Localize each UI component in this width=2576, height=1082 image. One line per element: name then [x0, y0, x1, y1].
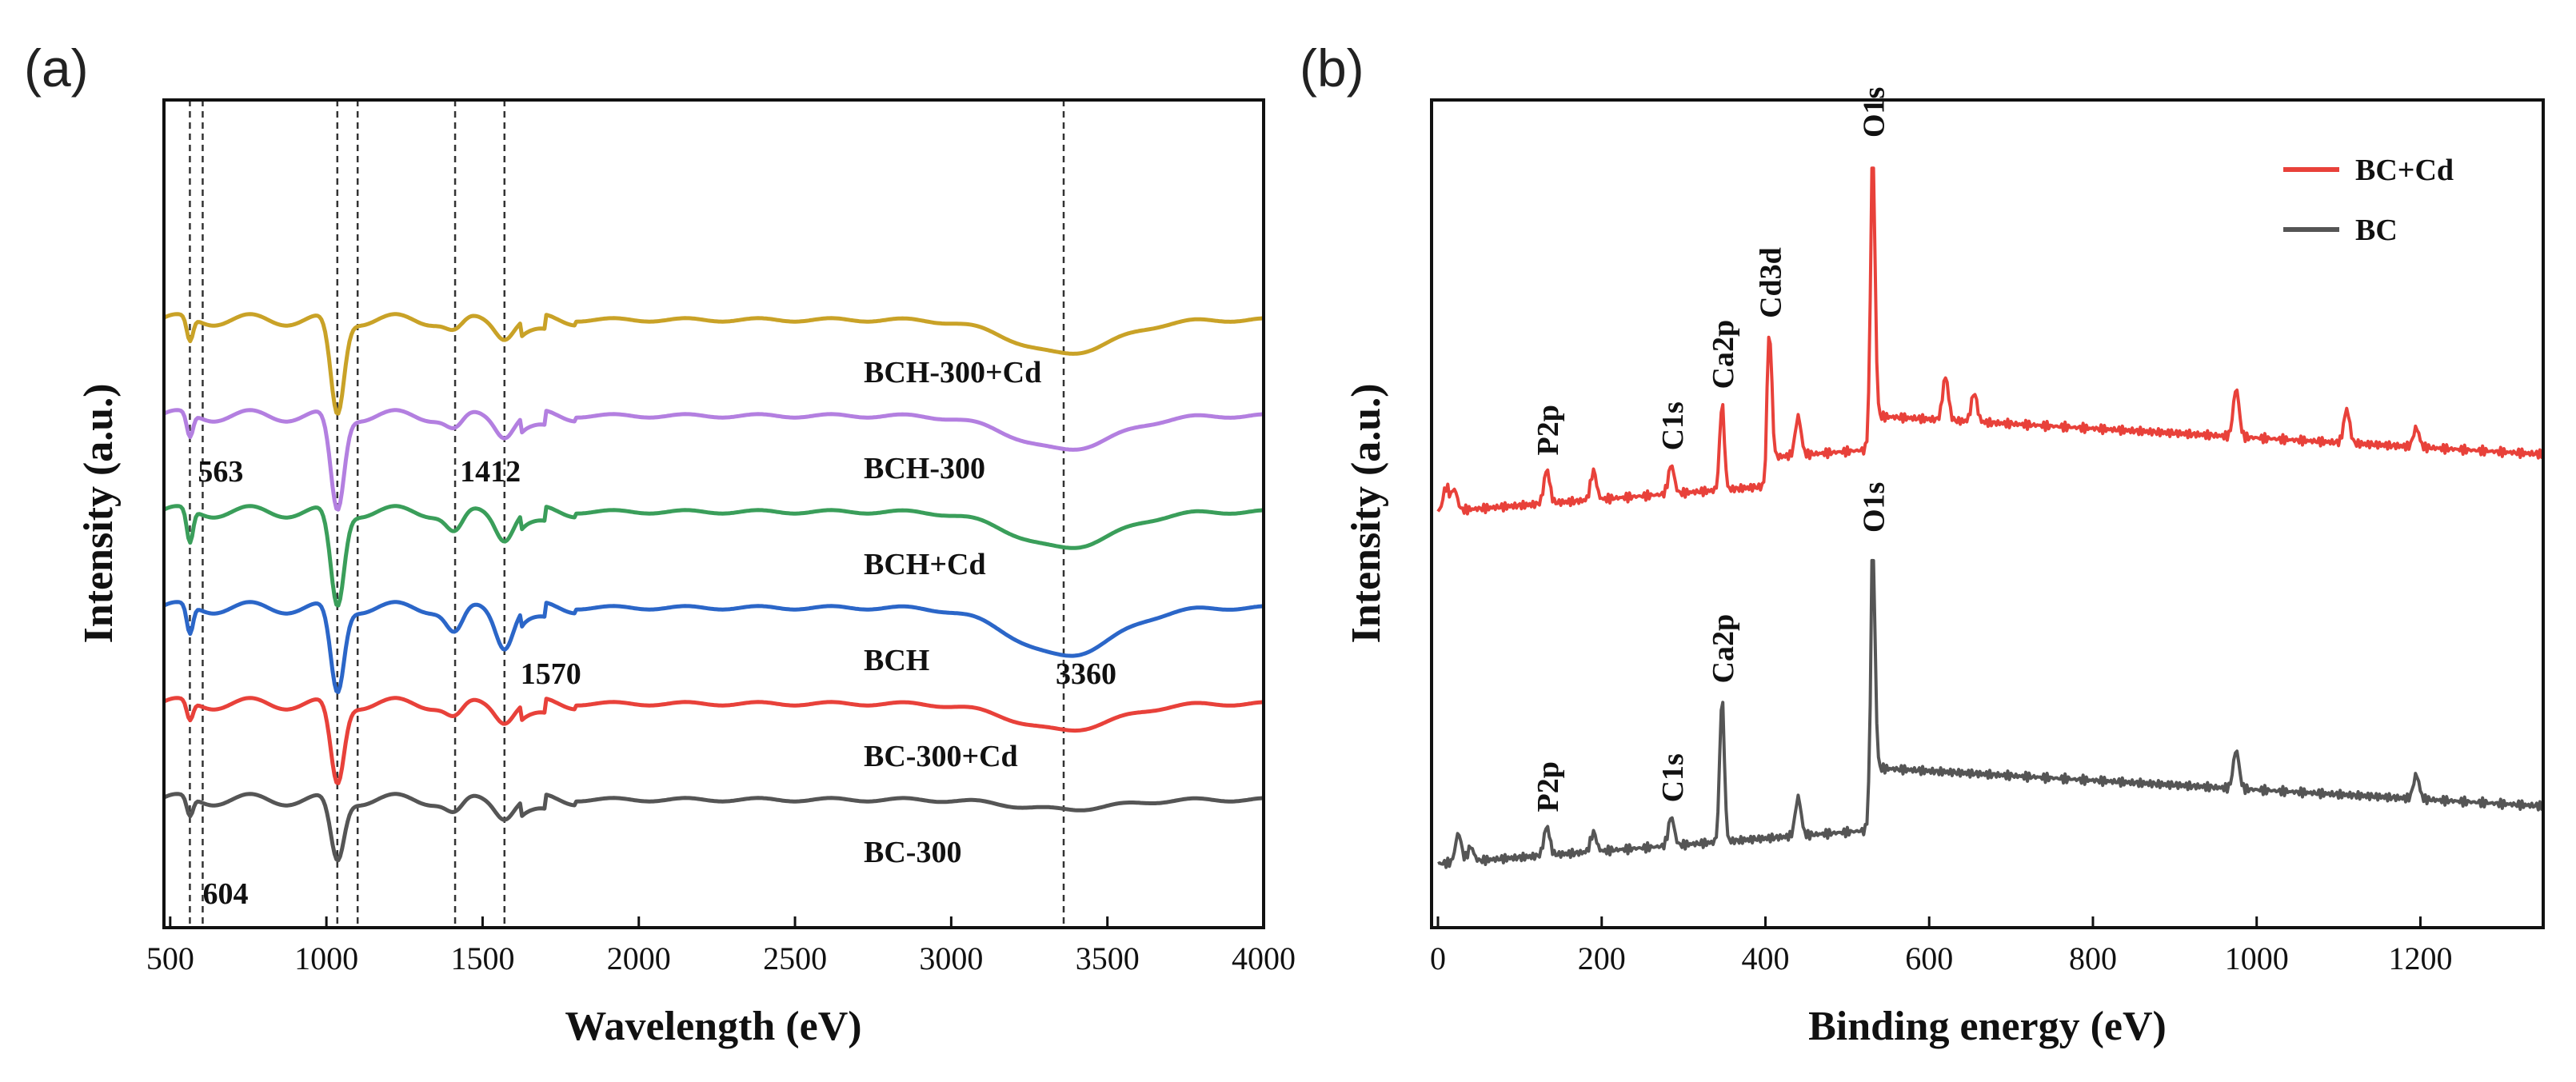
series-line-bc	[1437, 558, 2545, 869]
peak-label-3360: 3360	[1056, 657, 1116, 691]
x-tick-label-3500: 3500	[1076, 940, 1140, 976]
panel-b-label: (b)	[1300, 38, 1364, 98]
panel-a-chart: (a) 500 1000 1500 2000 2500 3000 3500 4000 BCH-…	[24, 38, 1296, 1049]
panel-a-series-labels: BCH-300+Cd BCH-300 BCH+Cd BCH BC-300+Cd BC-30…	[864, 356, 1041, 869]
x-tick-label-800: 800	[2069, 940, 2117, 976]
panel-b-y-axis-label: Intensity (a.u.)	[1344, 383, 1389, 643]
x-tick-label-500: 500	[146, 940, 194, 976]
panel-a-plot-frame	[162, 98, 1265, 929]
annotation-bc-cd-ca2p: Ca2p	[1707, 320, 1740, 389]
series-line-bch	[162, 600, 1263, 694]
series-line-bc-300	[162, 792, 1263, 863]
series-line-bch-300	[162, 408, 1263, 512]
series-label-bc-300: BC-300	[864, 836, 961, 869]
x-tick-label-1000: 1000	[294, 940, 358, 976]
series-label-bch-cd: BCH+Cd	[864, 548, 986, 581]
peak-label-1412: 1412	[460, 455, 521, 489]
x-tick-label-1500: 1500	[450, 940, 514, 976]
series-label-bc-300-cd: BC-300+Cd	[864, 740, 1018, 773]
x-tick-label-4000: 4000	[1232, 940, 1296, 976]
x-tick-label-200: 200	[1578, 940, 1626, 976]
annotation-bc-o1s: O1s	[1858, 482, 1891, 533]
peak-label-604: 604	[202, 877, 248, 911]
series-line-bch-300-cd	[162, 312, 1263, 416]
series-label-bch-300-cd: BCH-300+Cd	[864, 356, 1041, 389]
x-tick-label-1200: 1200	[2388, 940, 2452, 976]
panel-a-x-axis-label: Wavelength (eV)	[565, 1004, 861, 1049]
panel-a-label: (a)	[24, 38, 89, 98]
series-label-bch: BCH	[864, 644, 929, 677]
panel-a-reference-lines	[189, 100, 1065, 928]
annotation-bc-p2p: P2p	[1532, 761, 1565, 812]
annotation-bc-cd-o1s: O1s	[1858, 87, 1891, 138]
x-tick-label-400: 400	[1741, 940, 1789, 976]
series-line-bc-300-cd	[162, 696, 1263, 785]
series-line-bch-cd	[162, 504, 1263, 608]
panel-b-series	[1436, 166, 2545, 869]
annotation-bc-c1s: C1s	[1656, 753, 1690, 802]
panel-b-peak-annotations: P2p C1s Ca2p Cd3d O1s P2p C1s Ca2p O1s	[1532, 87, 1891, 812]
x-tick-label-1000: 1000	[2225, 940, 2289, 976]
annotation-bc-ca2p: Ca2p	[1707, 614, 1740, 684]
panel-b-legend: BC+Cd BC	[2283, 154, 2454, 247]
series-line-bc-cd	[1436, 166, 2545, 516]
panel-b-x-axis-label: Binding energy (eV)	[1808, 1004, 2167, 1049]
panel-b-chart: (b) 0 200 400 600 800 1000 1200 P2p C1s Ca2p Cd3d…	[1300, 38, 2545, 1049]
annotation-bc-cd-c1s: C1s	[1656, 401, 1690, 450]
x-tick-label-3000: 3000	[919, 940, 983, 976]
panel-a-series	[162, 312, 1263, 863]
peak-label-1570: 1570	[521, 657, 581, 691]
annotation-bc-cd-cd3d: Cd3d	[1755, 247, 1788, 318]
x-tick-label-0: 0	[1430, 940, 1446, 976]
legend-label-bc: BC	[2355, 214, 2398, 247]
legend-label-bc-cd: BC+Cd	[2355, 154, 2454, 187]
x-tick-label-2500: 2500	[763, 940, 827, 976]
panel-a-x-ticks: 500 1000 1500 2000 2500 3000 3500 4000	[146, 916, 1296, 976]
panel-b-x-ticks: 0 200 400 600 800 1000 1200	[1430, 916, 2452, 976]
peak-label-563: 563	[198, 455, 243, 489]
panel-b-plot-frame	[1430, 98, 2545, 929]
panel-a-peak-labels: 563 1412 1570 3360 604	[198, 455, 1116, 911]
x-tick-label-600: 600	[1905, 940, 1953, 976]
x-tick-label-2000: 2000	[607, 940, 671, 976]
annotation-bc-cd-p2p: P2p	[1532, 405, 1565, 455]
series-label-bch-300: BCH-300	[864, 452, 985, 485]
panel-a-y-axis-label: Intensity (a.u.)	[76, 383, 122, 643]
